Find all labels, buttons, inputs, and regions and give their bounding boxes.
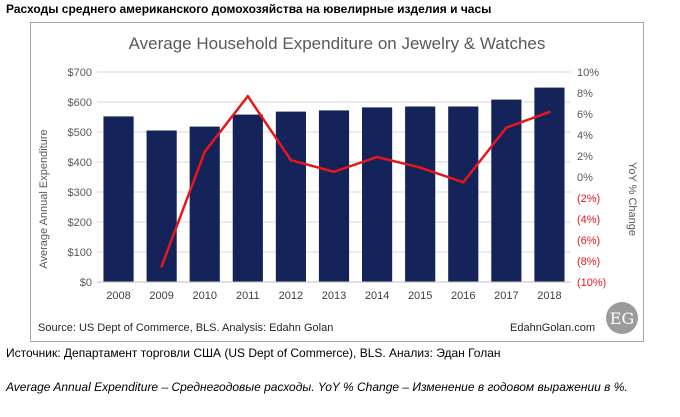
bar	[319, 110, 349, 282]
yoy-point	[419, 166, 422, 169]
y2-axis-label: YoY % Change	[626, 162, 638, 236]
x-tick-label: 2014	[365, 290, 389, 302]
yoy-point	[203, 151, 206, 154]
x-tick-label: 2012	[279, 290, 303, 302]
bar	[405, 107, 435, 283]
bar	[362, 107, 392, 282]
y2-tick-label: (8%)	[577, 256, 600, 268]
yoy-point	[376, 156, 379, 159]
translation-note: Average Annual Expenditure – Среднегодов…	[6, 379, 674, 396]
chart-title: Average Household Expenditure on Jewelry…	[129, 34, 546, 53]
y-tick-label: $700	[68, 67, 92, 79]
y-tick-label: $300	[68, 187, 92, 199]
bar	[448, 107, 478, 283]
y2-tick-label: 8%	[577, 88, 593, 100]
bar	[276, 112, 306, 282]
source-caption: Источник: Департамент торговли США (US D…	[6, 346, 501, 360]
yoy-point	[333, 170, 336, 173]
x-tick-label: 2015	[408, 290, 432, 302]
yoy-point	[462, 181, 465, 184]
x-tick-label: 2013	[322, 290, 346, 302]
y2-tick-label: (6%)	[577, 235, 600, 247]
y2-tick-label: (10%)	[577, 277, 606, 289]
x-tick-label: 2016	[451, 290, 475, 302]
y2-tick-label: 6%	[577, 109, 593, 121]
bar	[103, 116, 133, 282]
x-tick-label: 2010	[192, 290, 216, 302]
y2-tick-label: (2%)	[577, 193, 600, 205]
y2-tick-label: 4%	[577, 130, 593, 142]
y-tick-label: $100	[68, 247, 92, 259]
y2-tick-label: 10%	[577, 67, 599, 79]
x-tick-label: 2008	[106, 290, 130, 302]
y-axis-label: Average Annual Expenditure	[38, 129, 50, 268]
chart-source: Source: US Dept of Commerce, BLS. Analys…	[38, 322, 333, 334]
x-tick-label: 2009	[149, 290, 173, 302]
y-tick-label: $0	[80, 277, 92, 289]
yoy-point	[548, 111, 551, 114]
y-tick-label: $600	[68, 97, 92, 109]
logo-text: EG	[610, 309, 634, 328]
y2-tick-label: 0%	[577, 172, 593, 184]
chart-canvas: Average Household Expenditure on Jewelry…	[30, 22, 644, 342]
yoy-point	[160, 265, 163, 268]
y-tick-label: $400	[68, 157, 92, 169]
x-tick-label: 2017	[494, 290, 518, 302]
bar	[147, 131, 177, 283]
x-tick-label: 2011	[236, 290, 260, 302]
bar	[233, 115, 263, 282]
y2-tick-label: 2%	[577, 151, 593, 163]
yoy-point	[247, 95, 250, 98]
yoy-point	[505, 126, 508, 129]
yoy-point	[290, 159, 293, 162]
y-tick-label: $500	[68, 127, 92, 139]
y2-tick-label: (4%)	[577, 214, 600, 226]
y-tick-label: $200	[68, 217, 92, 229]
x-tick-label: 2018	[537, 290, 561, 302]
chart-watermark: EdahnGolan.com	[510, 322, 595, 334]
chart: Average Household Expenditure on Jewelry…	[30, 22, 644, 342]
document-title: Расходы среднего американского домохозяй…	[6, 2, 491, 16]
